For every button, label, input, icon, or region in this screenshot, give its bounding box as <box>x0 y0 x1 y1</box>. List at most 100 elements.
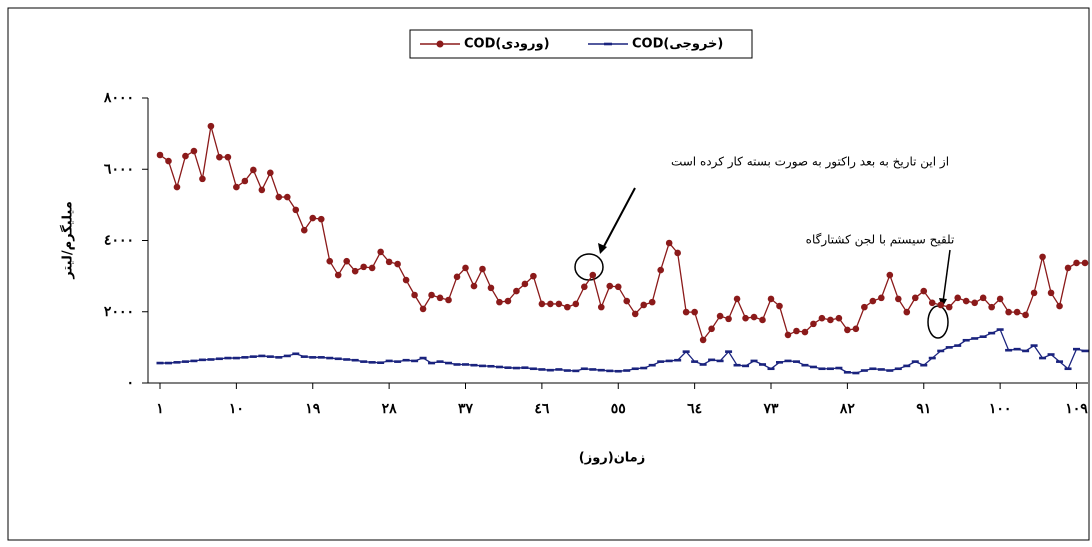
point <box>300 226 308 234</box>
point <box>818 367 826 371</box>
point <box>928 299 936 307</box>
point <box>733 363 741 367</box>
point <box>1047 353 1055 356</box>
point <box>419 305 427 313</box>
x-tick-label: ١٠٩ <box>1065 401 1088 417</box>
point <box>292 352 300 356</box>
point <box>1030 344 1038 347</box>
point <box>207 122 215 130</box>
point <box>911 294 919 302</box>
x-tick-label: ٨٢ <box>839 401 856 417</box>
point <box>1047 289 1055 297</box>
point <box>326 257 334 265</box>
point <box>572 300 580 308</box>
x-tick-label: ٢٨ <box>382 401 398 417</box>
annotation: از این تاریخ به بعد راکتور به صورت بسته … <box>671 155 949 170</box>
point <box>529 367 537 371</box>
point <box>597 303 605 311</box>
x-tick-label: ١ <box>156 401 164 417</box>
point <box>852 371 860 375</box>
point <box>996 295 1004 303</box>
point <box>971 299 978 307</box>
point <box>368 264 376 272</box>
point <box>1022 349 1030 353</box>
point <box>920 363 928 367</box>
point <box>920 287 928 295</box>
point <box>792 360 800 363</box>
point <box>198 358 206 362</box>
point <box>394 260 401 268</box>
point <box>521 280 529 288</box>
point <box>886 369 894 372</box>
y-tick-label: ٢٠٠٠ <box>104 304 134 320</box>
point <box>283 193 291 201</box>
point <box>538 368 546 371</box>
y-tick-label: ٤٠٠٠ <box>104 233 134 249</box>
point <box>826 367 834 371</box>
point <box>241 177 249 185</box>
point <box>470 363 478 367</box>
y-tick-label: ٠ <box>126 375 134 391</box>
point <box>283 354 291 358</box>
y-axis-title: میلیگرم/لیتر <box>60 201 76 279</box>
point <box>360 263 367 271</box>
point <box>1039 253 1046 261</box>
point <box>631 310 639 318</box>
point <box>513 287 520 295</box>
point <box>665 239 673 247</box>
point <box>801 363 809 367</box>
point <box>750 313 758 321</box>
point <box>988 303 995 311</box>
arrow-head <box>598 243 607 254</box>
point <box>385 258 393 266</box>
point <box>657 360 665 363</box>
point <box>843 371 851 374</box>
point <box>190 359 198 363</box>
point <box>419 356 427 360</box>
point <box>674 358 682 362</box>
point <box>428 361 436 365</box>
point <box>614 369 622 373</box>
annotation: تلقیح سیستم با لجن کشتارگاه <box>806 233 955 248</box>
point <box>937 301 945 309</box>
point <box>173 183 181 191</box>
point <box>869 297 877 305</box>
point <box>886 271 894 279</box>
point <box>258 186 266 194</box>
y-tick-label: ٨٠٠٠ <box>103 90 134 106</box>
point <box>589 271 597 279</box>
x-tick-label: ٧٣ <box>762 401 779 417</box>
point <box>538 300 546 308</box>
point <box>512 366 520 370</box>
point <box>954 344 962 347</box>
point <box>504 366 512 369</box>
point <box>563 369 571 372</box>
point <box>1013 347 1021 351</box>
point <box>835 366 843 370</box>
point <box>572 369 580 373</box>
point <box>962 338 970 342</box>
point <box>1081 349 1089 353</box>
point <box>207 358 215 361</box>
point <box>750 359 758 363</box>
point <box>360 360 368 363</box>
point <box>597 368 605 372</box>
point <box>453 273 461 281</box>
point <box>682 308 690 316</box>
point <box>809 365 817 369</box>
point <box>1039 356 1047 360</box>
point <box>606 369 614 373</box>
point <box>258 354 266 358</box>
point <box>708 325 715 333</box>
point <box>640 366 648 370</box>
point <box>784 359 792 363</box>
point <box>428 291 435 299</box>
point <box>971 337 979 340</box>
point <box>249 355 257 358</box>
point <box>606 282 614 290</box>
point <box>835 314 843 322</box>
point <box>725 350 733 353</box>
point <box>894 367 902 371</box>
point <box>699 363 707 366</box>
